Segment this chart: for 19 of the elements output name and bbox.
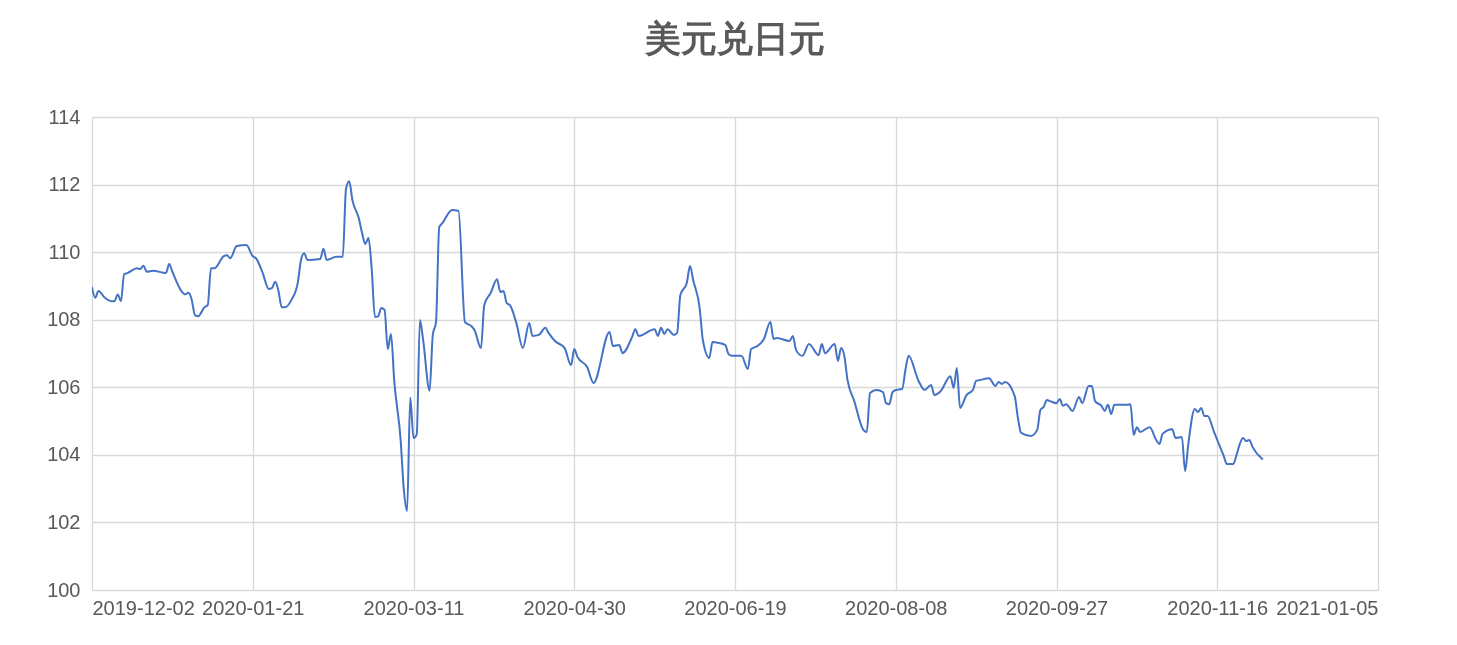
x-tick-label: 2020-06-19 — [684, 596, 787, 619]
x-tick-label: 2019-12-02 — [92, 596, 195, 619]
y-tick-label: 110 — [48, 240, 81, 263]
y-tick-label: 102 — [47, 510, 81, 533]
x-tick-label: 2020-04-30 — [523, 596, 626, 619]
x-tick-label: 2020-03-11 — [363, 596, 465, 619]
x-tick-label: 2020-08-08 — [845, 596, 948, 619]
y-tick-label: 114 — [48, 105, 81, 128]
y-tick-label: 100 — [47, 578, 81, 601]
y-tick-label: 108 — [47, 308, 81, 331]
y-tick-label: 104 — [47, 443, 81, 466]
x-tick-label: 2020-09-27 — [1005, 596, 1109, 619]
chart-title: 美元兑日元 — [644, 18, 825, 59]
y-tick-label: 112 — [48, 173, 81, 196]
x-tick-label: 2020-01-21 — [202, 596, 305, 619]
y-tick-label: 106 — [47, 375, 81, 398]
line-series — [92, 180, 1264, 512]
x-tick-label: 2020-11-16 — [1167, 596, 1269, 619]
x-tick-label: 2021-01-05 — [1276, 596, 1379, 619]
